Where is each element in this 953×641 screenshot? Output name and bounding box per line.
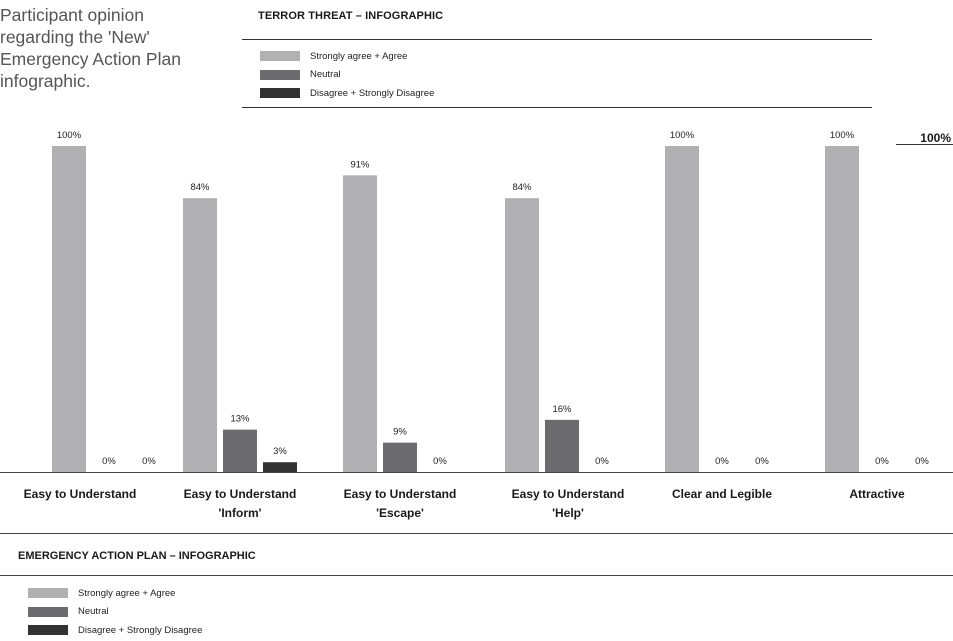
data-label-neutral-2: 13% — [230, 414, 250, 425]
reference-line — [896, 144, 953, 145]
data-label-neutral-3: 9% — [393, 427, 407, 438]
legend-label-neutral: Neutral — [310, 69, 341, 80]
legend-entry-agree: Strongly agree + Agree — [260, 48, 434, 64]
data-label-agree-5: 100% — [670, 130, 695, 141]
category-label-line: Easy to Understand — [183, 487, 297, 501]
bottom-divider-lower — [0, 575, 953, 576]
category-label-2: Easy to Understand 'Inform' — [165, 485, 315, 523]
data-label-neutral-4: 16% — [552, 404, 572, 415]
legend-label-agree: Strongly agree + Agree — [78, 587, 176, 599]
bottom-section-title: EMERGENCY ACTION PLAN – INFOGRAPHIC — [18, 550, 256, 562]
bar-agree-1 — [52, 146, 86, 472]
top-section-title: TERROR THREAT – INFOGRAPHIC — [258, 10, 444, 22]
legend-swatch-agree — [260, 51, 300, 61]
bar-agree-3 — [343, 175, 377, 472]
category-label-line: Easy to Understand — [23, 487, 137, 501]
legend-label-neutral: Neutral — [78, 606, 109, 617]
category-label-4: Easy to Understand 'Help' — [493, 485, 643, 523]
data-label-disagree-3: 0% — [433, 456, 447, 467]
bottom-legend: Strongly agree + Agree Neutral Disagree … — [28, 585, 202, 641]
data-label-neutral-5: 0% — [715, 456, 729, 467]
legend-swatch-neutral — [260, 69, 300, 80]
category-label-1: Easy to Understand — [5, 485, 155, 504]
category-label-6: Attractive — [802, 485, 952, 504]
legend-label-agree: Strongly agree + Agree — [310, 50, 408, 62]
data-label-agree-3: 91% — [350, 159, 370, 170]
bar-neutral-4 — [545, 419, 579, 472]
legend-swatch-disagree — [28, 625, 68, 635]
top-divider-bottom — [242, 107, 872, 108]
data-label-agree-6: 100% — [830, 130, 855, 141]
category-label-line: Easy to Understand — [511, 487, 625, 501]
bar-agree-4 — [505, 198, 539, 472]
bar-agree-5 — [665, 146, 699, 472]
category-label-5: Clear and Legible — [647, 485, 797, 504]
legend-entry-agree: Strongly agree + Agree — [28, 585, 202, 601]
category-label-3: Easy to Understand 'Escape' — [325, 485, 475, 523]
top-legend: Strongly agree + Agree Neutral Disagree … — [260, 48, 434, 104]
data-label-neutral-6: 0% — [875, 456, 889, 467]
legend-label-disagree: Disagree + Strongly Disagree — [78, 624, 203, 636]
category-label-line: 'Help' — [552, 506, 584, 520]
data-label-disagree-1: 0% — [142, 456, 156, 467]
data-label-disagree-2: 3% — [273, 446, 287, 457]
bottom-divider — [0, 533, 953, 534]
legend-entry-disagree: Disagree + Strongly Disagree — [260, 85, 434, 101]
data-label-agree-1: 100% — [57, 130, 82, 141]
top-divider — [242, 39, 872, 40]
data-label-disagree-5: 0% — [755, 456, 769, 467]
category-label-line: Easy to Understand — [343, 487, 457, 501]
legend-label-disagree: Disagree + Strongly Disagree — [310, 87, 435, 99]
legend-entry-neutral: Neutral — [28, 604, 202, 620]
legend-swatch-neutral — [28, 606, 68, 617]
legend-swatch-agree — [28, 588, 68, 598]
bar-agree-2 — [183, 198, 217, 472]
data-label-disagree-6: 0% — [915, 456, 929, 467]
category-label-line: Attractive — [849, 487, 905, 501]
bar-agree-6 — [825, 146, 859, 472]
category-label-line: Clear and Legible — [671, 487, 773, 501]
data-label-agree-2: 84% — [190, 182, 210, 193]
figure-caption: Participant opinion regarding the 'New' … — [0, 5, 181, 91]
data-label-agree-4: 84% — [512, 182, 532, 193]
bar-neutral-3 — [383, 442, 417, 472]
data-label-neutral-1: 0% — [102, 456, 116, 467]
data-label-disagree-4: 0% — [595, 456, 609, 467]
legend-entry-neutral: Neutral — [260, 67, 434, 83]
bar-disagree-2 — [263, 462, 297, 472]
bar-neutral-2 — [223, 429, 257, 472]
legend-swatch-disagree — [260, 88, 300, 98]
category-label-line: 'Escape' — [376, 506, 424, 520]
category-label-line: 'Inform' — [218, 506, 262, 520]
reference-label: 100% — [920, 131, 951, 145]
legend-entry-disagree: Disagree + Strongly Disagree — [28, 622, 202, 638]
